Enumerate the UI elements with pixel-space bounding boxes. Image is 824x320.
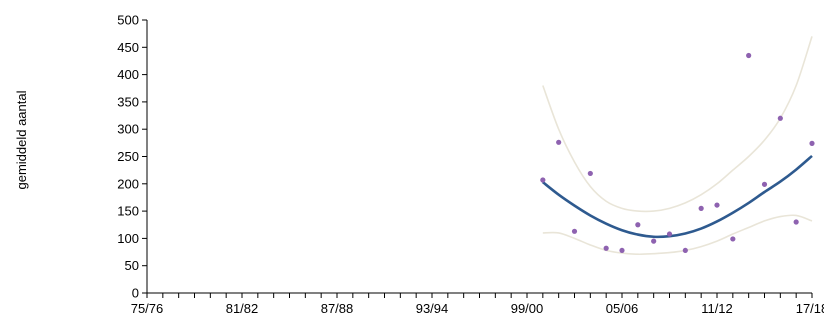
lower-band-line	[542, 214, 813, 256]
upper-band-line	[542, 36, 813, 213]
data-point	[730, 236, 736, 242]
y-tick-label: 400	[117, 67, 139, 82]
data-point	[698, 205, 704, 211]
y-tick-label: 0	[132, 286, 139, 301]
data-point	[571, 228, 578, 234]
y-tick-label: 100	[117, 231, 139, 246]
x-tick-label: 81/82	[226, 301, 259, 316]
y-tick-label: 250	[117, 149, 139, 164]
data-point	[746, 52, 752, 59]
y-tick-label: 300	[117, 122, 139, 137]
x-tick-label: 87/88	[321, 301, 354, 316]
y-tick-label: 450	[117, 40, 139, 55]
y-tick-label: 350	[117, 94, 139, 109]
data-point	[635, 222, 641, 228]
y-tick-label: 50	[125, 258, 139, 273]
trend-curve	[542, 154, 813, 239]
data-points	[540, 52, 815, 254]
x-tick-label: 99/00	[511, 301, 544, 316]
data-point	[603, 245, 609, 251]
data-point	[651, 238, 657, 244]
data-point	[761, 181, 768, 187]
x-tick-label: 05/06	[606, 301, 639, 316]
x-tick-label: 75/76	[131, 301, 164, 316]
data-point	[556, 139, 562, 145]
data-point	[714, 202, 720, 208]
data-point	[682, 247, 688, 254]
confidence-band	[542, 36, 813, 256]
data-point	[809, 140, 815, 146]
trend-line	[542, 154, 813, 239]
data-point	[540, 177, 546, 183]
y-tick-label: 150	[117, 204, 139, 219]
data-point	[666, 231, 673, 237]
axes: 0 50 100 150 200 250 300 350 400 450 500 75/76 81/82…	[117, 13, 824, 317]
data-point	[587, 170, 593, 177]
x-tick-label: 93/94	[416, 301, 449, 316]
x-tick-label: 17/18	[796, 301, 824, 316]
x-tick-label: 11/12	[701, 301, 733, 316]
data-point	[793, 219, 799, 225]
data-point	[619, 247, 625, 254]
data-point	[777, 115, 783, 121]
y-tick-label: 500	[117, 13, 139, 28]
y-tick-label: 200	[117, 176, 139, 191]
y-axis-title: gemiddeld aantal	[14, 90, 29, 189]
